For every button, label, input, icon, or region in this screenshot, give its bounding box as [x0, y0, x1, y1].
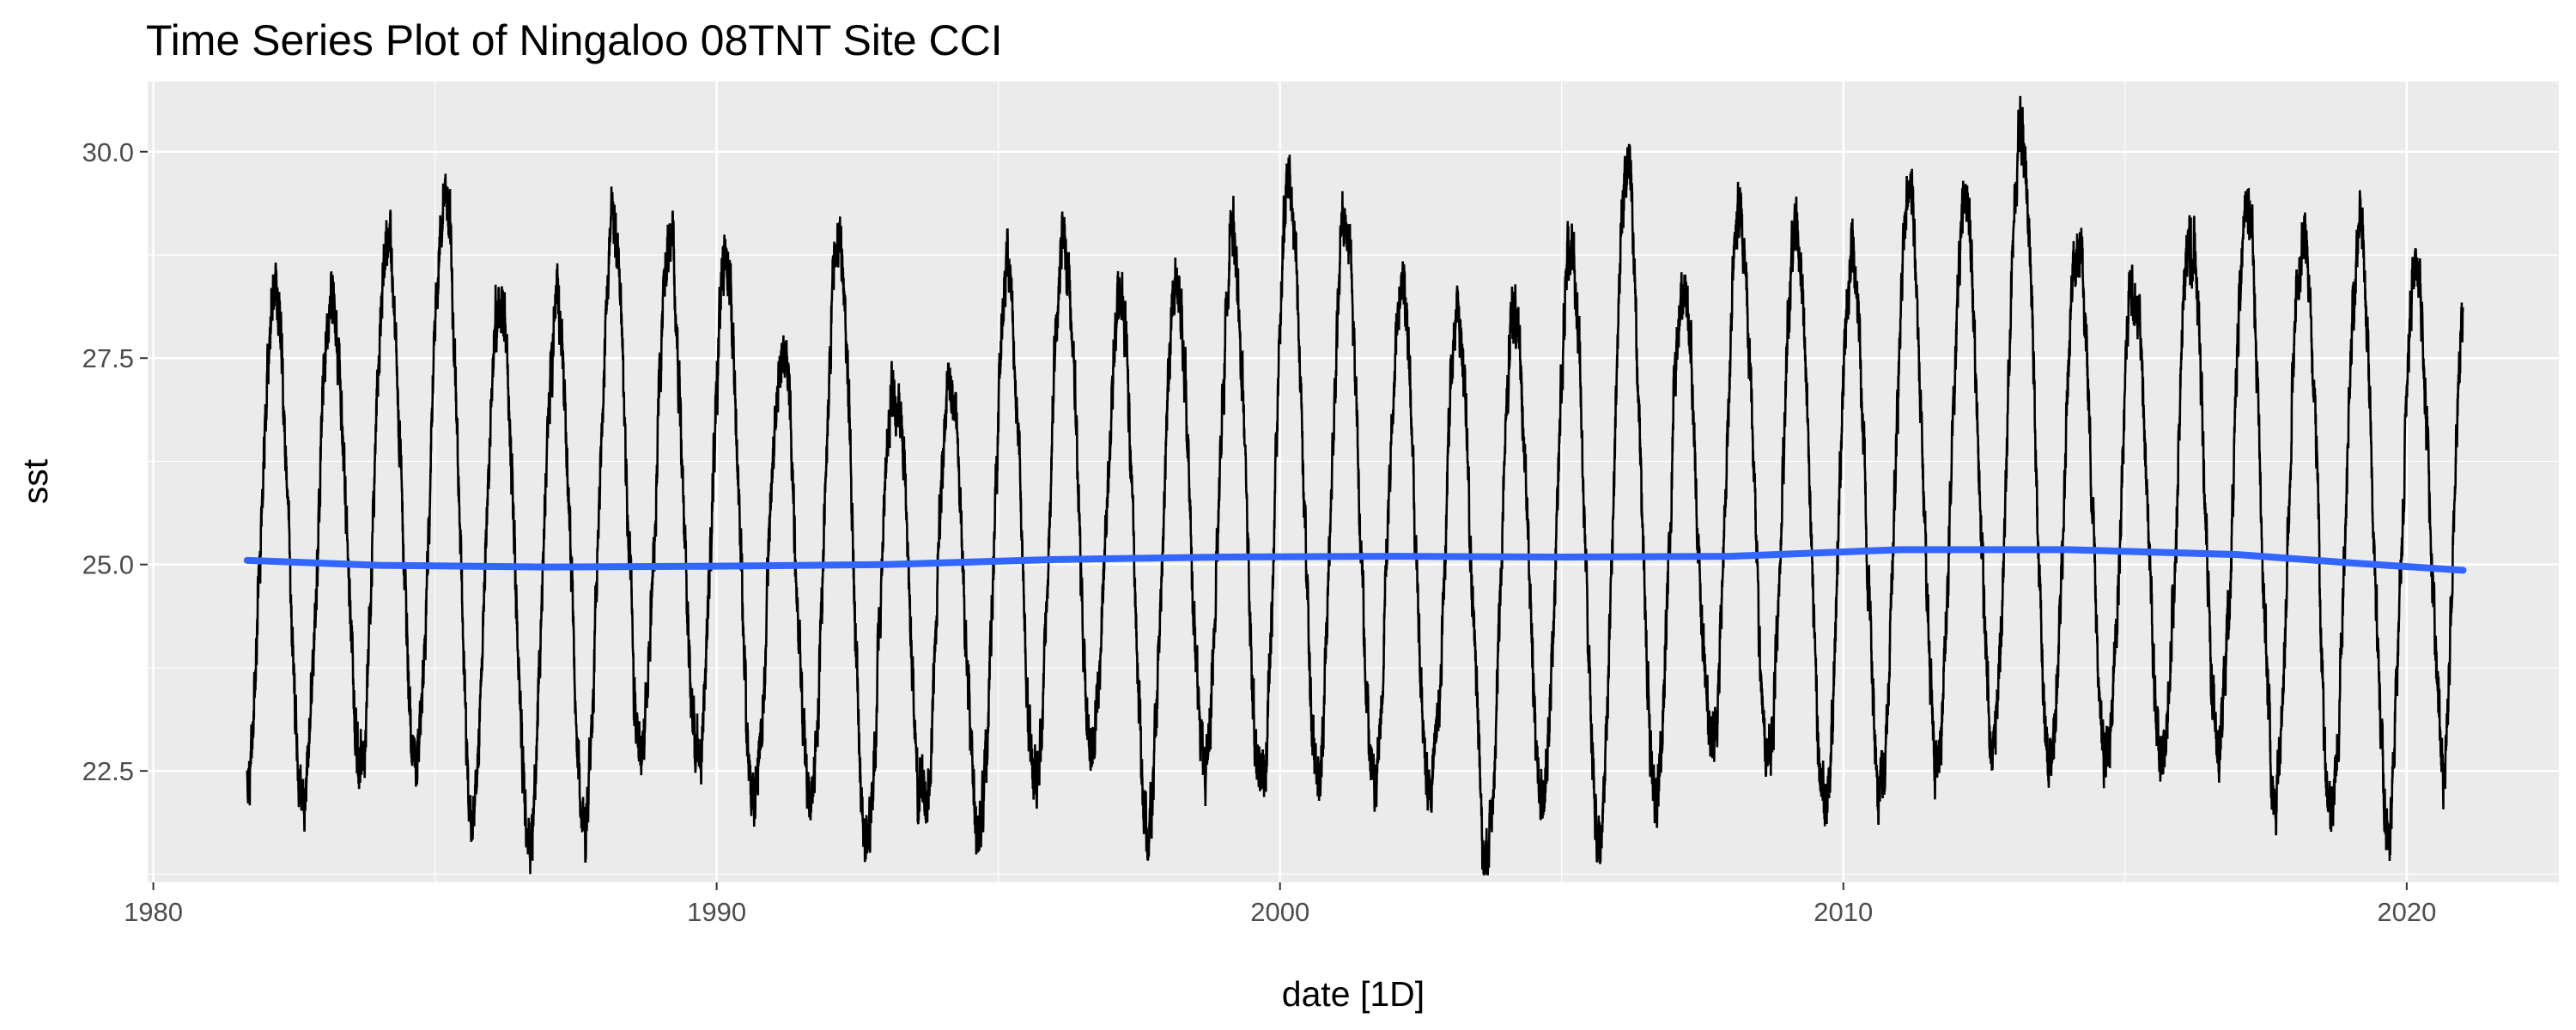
x-tick-label: 1990 — [687, 897, 746, 927]
x-axis-ticks: 1980 1990 2000 2010 2020 — [124, 882, 2436, 927]
major-gridlines — [148, 82, 2559, 882]
x-axis-title: date [1D] — [1282, 974, 1425, 1014]
x-tick-label: 1980 — [124, 897, 183, 927]
chart-title: Time Series Plot of Ningaloo 08TNT Site … — [146, 16, 1003, 64]
sst-series-layer — [246, 95, 2464, 876]
y-tick-label: 27.5 — [82, 343, 134, 373]
x-tick-label: 2020 — [2377, 897, 2436, 927]
trend-line — [243, 546, 2467, 574]
y-axis-title: sst — [15, 458, 55, 504]
y-tick-label: 25.0 — [82, 550, 134, 580]
x-tick-label: 2000 — [1250, 897, 1309, 927]
y-tick-label: 30.0 — [82, 137, 134, 167]
plot-panel — [148, 82, 2559, 882]
sst-series-line — [246, 95, 2464, 876]
y-axis-ticks: 22.5 25.0 27.5 30.0 — [82, 137, 148, 786]
trend-layer — [243, 546, 2467, 574]
x-tick-label: 2010 — [1814, 897, 1873, 927]
y-tick-label: 22.5 — [82, 756, 134, 786]
minor-gridlines — [148, 82, 2559, 882]
